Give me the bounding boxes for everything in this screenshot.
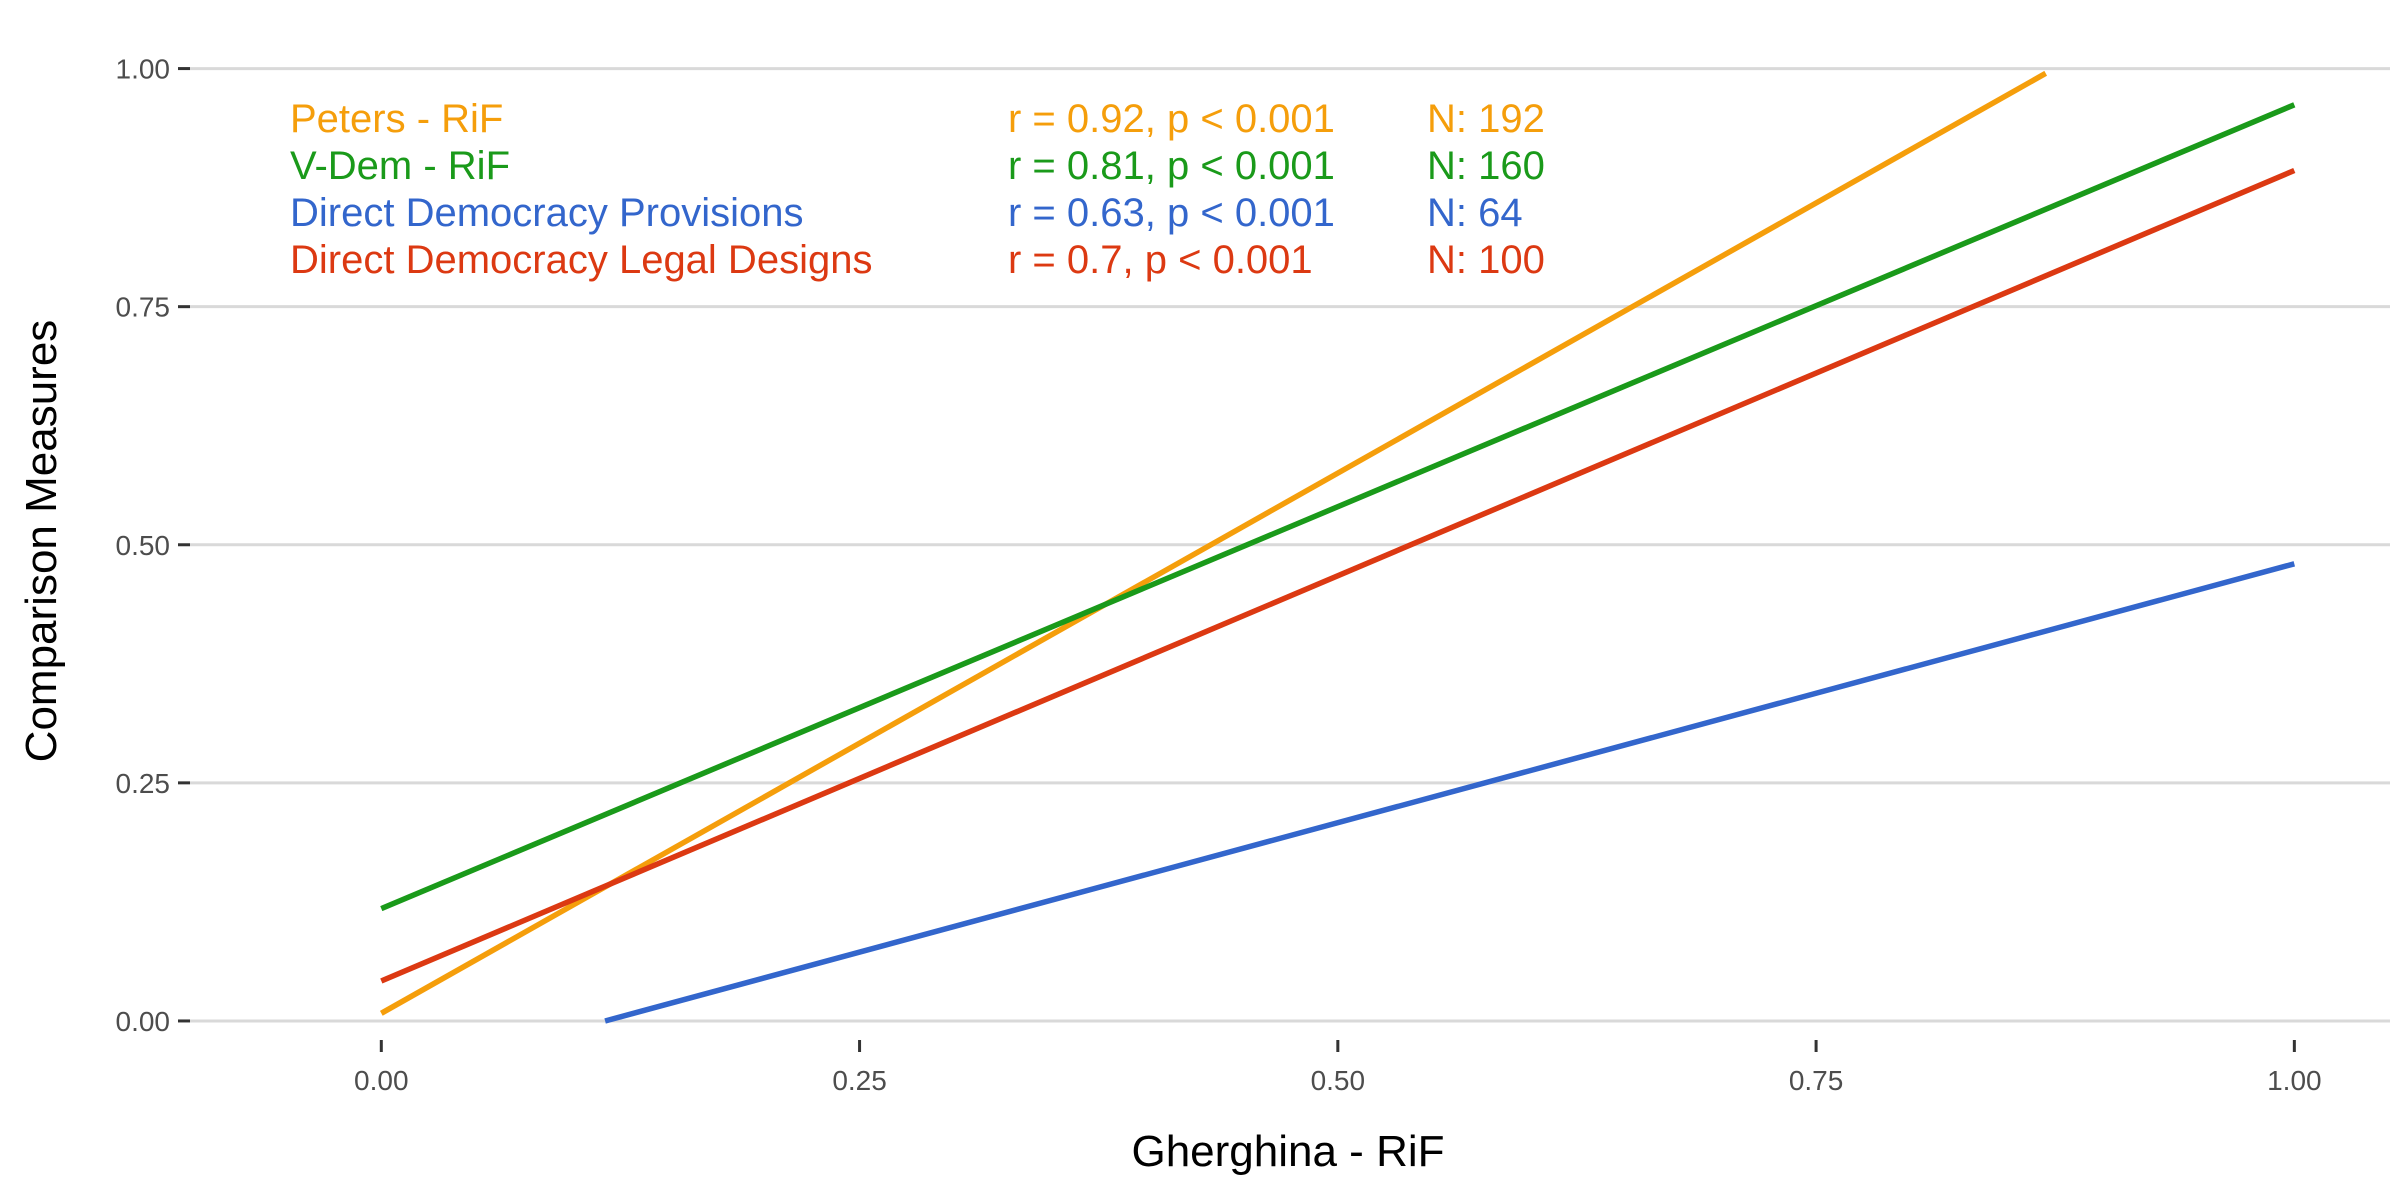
- x-axis: 0.00 0.25 0.50 0.75 1.00: [354, 1040, 2322, 1096]
- legend-stat-3: r = 0.7, p < 0.001: [1008, 238, 1313, 282]
- series-line-1: [380, 102, 2296, 912]
- x-tick-label: 0.25: [832, 1065, 887, 1096]
- y-tick-label: 0.00: [116, 1006, 171, 1037]
- y-axis: 0.00 0.25 0.50 0.75 1.00: [116, 54, 190, 1037]
- series-line-2: [604, 561, 2296, 1024]
- y-axis-title: Comparison Measures: [17, 320, 66, 763]
- legend-n-1: N: 160: [1427, 144, 1545, 188]
- legend-label-2: Direct Democracy Provisions: [290, 191, 803, 235]
- y-tick-label: 1.00: [116, 54, 171, 85]
- legend: Peters - RiF r = 0.92, p < 0.001 N: 192 V-D…: [290, 97, 1545, 282]
- legend-n-3: N: 100: [1427, 238, 1545, 282]
- y-tick-label: 0.75: [116, 292, 171, 323]
- grid-layer: [190, 67, 2390, 1023]
- legend-n-0: N: 192: [1427, 97, 1545, 141]
- x-tick-label: 1.00: [2267, 1065, 2322, 1096]
- legend-label-1: V-Dem - RiF: [290, 144, 510, 188]
- x-tick-label: 0.50: [1311, 1065, 1366, 1096]
- series-layer: [379, 70, 2296, 1024]
- legend-label-3: Direct Democracy Legal Designs: [290, 238, 872, 282]
- legend-stat-0: r = 0.92, p < 0.001: [1008, 97, 1335, 141]
- x-tick-label: 0.00: [354, 1065, 409, 1096]
- y-tick-label: 0.25: [116, 768, 171, 799]
- y-tick-label: 0.50: [116, 530, 171, 561]
- series-line-0: [379, 70, 2048, 1016]
- x-tick-label: 0.75: [1789, 1065, 1844, 1096]
- legend-stat-1: r = 0.81, p < 0.001: [1008, 144, 1335, 188]
- legend-label-0: Peters - RiF: [290, 97, 503, 141]
- x-axis-title: Gherghina - RiF: [1131, 1127, 1444, 1176]
- legend-n-2: N: 64: [1427, 191, 1523, 235]
- legend-stat-2: r = 0.63, p < 0.001: [1008, 191, 1335, 235]
- series-line-3: [380, 167, 2296, 984]
